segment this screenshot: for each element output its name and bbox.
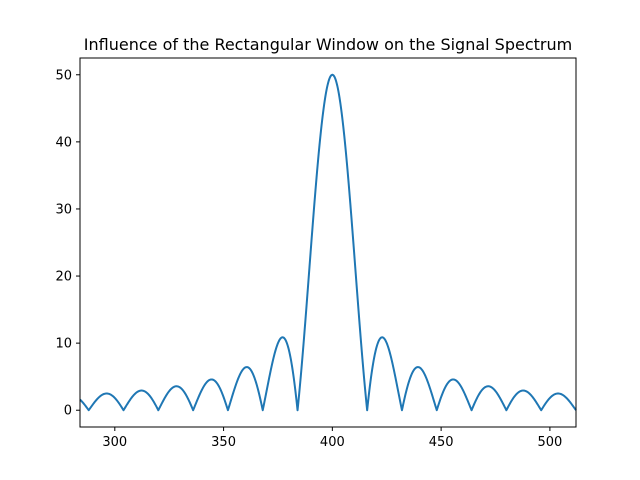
y-axis: 0 10 20 30 40 50 xyxy=(55,68,80,419)
x-tick-label: 300 xyxy=(102,435,127,450)
y-tick-label: 50 xyxy=(55,68,72,83)
y-tick-label: 40 xyxy=(55,135,72,150)
chart-title: Influence of the Rectangular Window on t… xyxy=(84,35,572,54)
x-tick-label: 350 xyxy=(211,435,236,450)
y-tick-label: 30 xyxy=(55,202,72,217)
x-tick-label: 500 xyxy=(537,435,562,450)
plot-frame xyxy=(79,57,577,428)
plot-area xyxy=(79,73,577,412)
x-axis: 300 350 400 450 500 xyxy=(102,427,562,450)
y-tick-label: 0 xyxy=(64,404,72,419)
y-tick-label: 20 xyxy=(55,270,72,285)
series-line xyxy=(79,73,577,412)
x-tick-label: 450 xyxy=(429,435,454,450)
y-tick-label: 10 xyxy=(55,337,72,352)
x-tick-label: 400 xyxy=(320,435,345,450)
